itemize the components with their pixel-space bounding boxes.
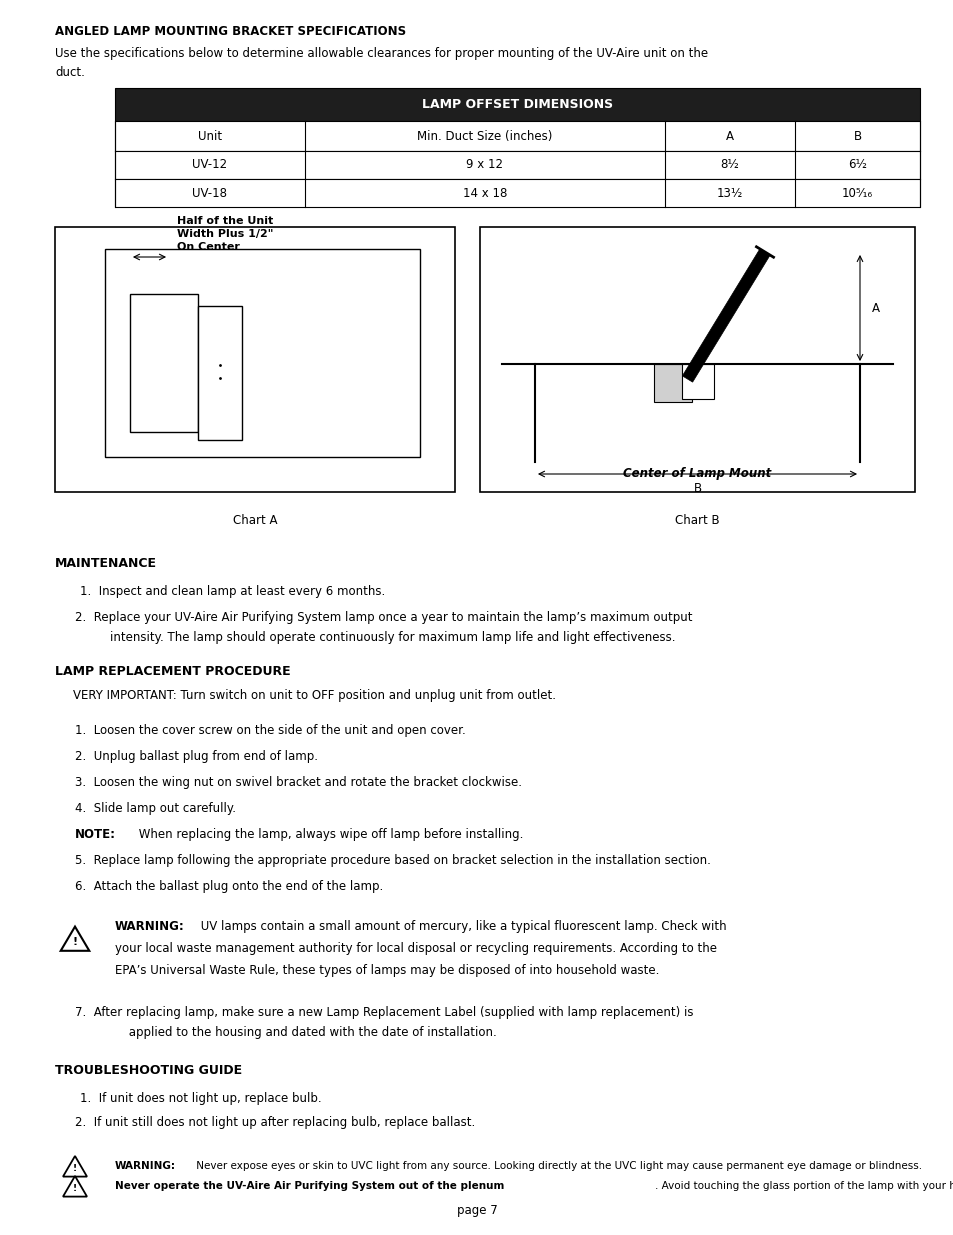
Text: When replacing the lamp, always wipe off lamp before installing.: When replacing the lamp, always wipe off… — [135, 827, 523, 841]
Text: WARNING:: WARNING: — [115, 1161, 175, 1171]
Text: LAMP OFFSET DIMENSIONS: LAMP OFFSET DIMENSIONS — [421, 98, 613, 111]
Text: 9 x 12: 9 x 12 — [466, 158, 503, 172]
Text: Never operate the UV-Aire Air Purifying System out of the plenum: Never operate the UV-Aire Air Purifying … — [115, 1181, 504, 1191]
Text: Half of the Unit
Width Plus 1/2"
On Center: Half of the Unit Width Plus 1/2" On Cent… — [177, 216, 274, 252]
Text: Chart B: Chart B — [675, 514, 720, 527]
Text: B: B — [693, 482, 700, 495]
Bar — [198, 306, 242, 440]
Bar — [55, 227, 455, 492]
Polygon shape — [63, 1156, 87, 1177]
Text: MAINTENANCE: MAINTENANCE — [55, 557, 157, 571]
Text: ANGLED LAMP MOUNTING BRACKET SPECIFICATIONS: ANGLED LAMP MOUNTING BRACKET SPECIFICATI… — [55, 25, 406, 38]
Text: 14 x 18: 14 x 18 — [462, 186, 507, 200]
Text: 7.  After replacing lamp, make sure a new Lamp Replacement Label (supplied with : 7. After replacing lamp, make sure a new… — [75, 1007, 693, 1019]
Text: 2.  Unplug ballast plug from end of lamp.: 2. Unplug ballast plug from end of lamp. — [75, 750, 317, 763]
Text: A: A — [725, 130, 733, 142]
Bar — [130, 294, 198, 432]
Text: 4.  Slide lamp out carefully.: 4. Slide lamp out carefully. — [75, 802, 235, 815]
Text: LAMP REPLACEMENT PROCEDURE: LAMP REPLACEMENT PROCEDURE — [55, 664, 291, 678]
Text: Use the specifications below to determine allowable clearances for proper mounti: Use the specifications below to determin… — [55, 47, 707, 61]
Text: Unit: Unit — [197, 130, 222, 142]
Text: Min. Duct Size (inches): Min. Duct Size (inches) — [416, 130, 552, 142]
Text: . Avoid touching the glass portion of the lamp with your hands.: . Avoid touching the glass portion of th… — [655, 1181, 953, 1191]
Text: 8½: 8½ — [720, 158, 739, 172]
Polygon shape — [681, 249, 769, 382]
Polygon shape — [61, 926, 90, 951]
Text: 3.  Loosen the wing nut on swivel bracket and rotate the bracket clockwise.: 3. Loosen the wing nut on swivel bracket… — [75, 776, 521, 789]
Text: page 7: page 7 — [456, 1204, 497, 1216]
Text: !: ! — [72, 1183, 77, 1193]
Polygon shape — [63, 1176, 87, 1197]
Text: 2.  Replace your UV-Aire Air Purifying System lamp once a year to maintain the l: 2. Replace your UV-Aire Air Purifying Sy… — [75, 611, 692, 624]
Bar — [115, 179, 919, 207]
Text: Never expose eyes or skin to UVC light from any source. Looking directly at the : Never expose eyes or skin to UVC light f… — [193, 1161, 922, 1171]
Text: UV lamps contain a small amount of mercury, like a typical fluorescent lamp. Che: UV lamps contain a small amount of mercu… — [196, 920, 726, 932]
Text: B: B — [853, 130, 861, 142]
Text: UV-18: UV-18 — [193, 186, 227, 200]
Bar — [115, 151, 919, 179]
Text: EPA’s Universal Waste Rule, these types of lamps may be disposed of into househo: EPA’s Universal Waste Rule, these types … — [115, 965, 659, 977]
Text: A: A — [871, 301, 879, 315]
Text: VERY IMPORTANT: Turn switch on unit to OFF position and unplug unit from outlet.: VERY IMPORTANT: Turn switch on unit to O… — [73, 689, 556, 701]
Text: your local waste management authority for local disposal or recycling requiremen: your local waste management authority fo… — [115, 942, 717, 955]
Text: Center of Lamp Mount: Center of Lamp Mount — [622, 467, 771, 480]
Text: 1.  If unit does not light up, replace bulb.: 1. If unit does not light up, replace bu… — [80, 1092, 321, 1105]
Bar — [681, 364, 714, 399]
Text: !: ! — [72, 1163, 77, 1172]
Text: 13½: 13½ — [716, 186, 742, 200]
Text: UV-12: UV-12 — [193, 158, 228, 172]
Text: Chart A: Chart A — [233, 514, 277, 527]
Text: 10⁵⁄₁₆: 10⁵⁄₁₆ — [841, 186, 872, 200]
Text: 6.  Attach the ballast plug onto the end of the lamp.: 6. Attach the ballast plug onto the end … — [75, 881, 383, 893]
Bar — [479, 227, 914, 492]
Text: 1.  Loosen the cover screw on the side of the unit and open cover.: 1. Loosen the cover screw on the side of… — [75, 724, 465, 737]
Text: 1.  Inspect and clean lamp at least every 6 months.: 1. Inspect and clean lamp at least every… — [80, 585, 385, 598]
Text: 2.  If unit still does not light up after replacing bulb, replace ballast.: 2. If unit still does not light up after… — [75, 1116, 475, 1129]
Text: 6½: 6½ — [847, 158, 866, 172]
Text: duct.: duct. — [55, 65, 85, 79]
Text: WARNING:: WARNING: — [115, 920, 185, 932]
Text: 5.  Replace lamp following the appropriate procedure based on bracket selection : 5. Replace lamp following the appropriat… — [75, 853, 710, 867]
Text: !: ! — [72, 937, 77, 947]
Bar — [105, 249, 419, 457]
Text: applied to the housing and dated with the date of installation.: applied to the housing and dated with th… — [110, 1026, 497, 1039]
Bar — [115, 88, 919, 121]
Bar — [654, 364, 692, 403]
Text: intensity. The lamp should operate continuously for maximum lamp life and light : intensity. The lamp should operate conti… — [110, 631, 675, 643]
Text: TROUBLESHOOTING GUIDE: TROUBLESHOOTING GUIDE — [55, 1065, 242, 1077]
Bar — [115, 121, 919, 151]
Text: NOTE:: NOTE: — [75, 827, 116, 841]
